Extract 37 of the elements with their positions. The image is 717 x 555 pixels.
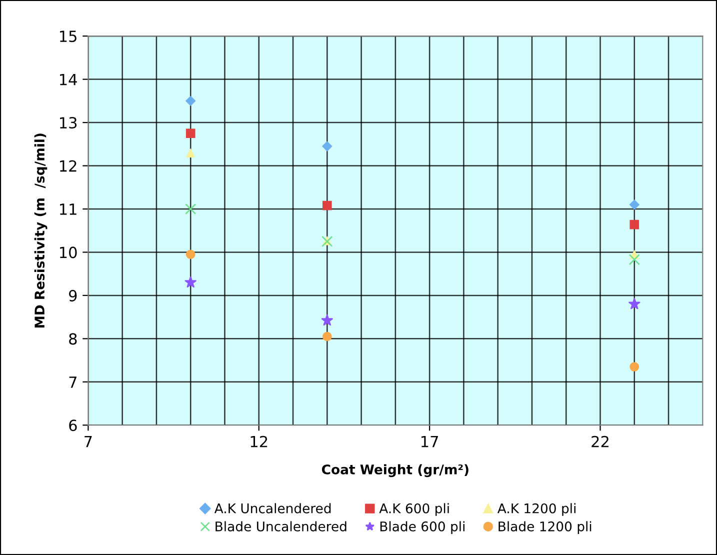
y-tick-label: 11 <box>60 204 76 215</box>
y-axis-title: MD Resistivity (m /sq/mil) <box>34 134 48 328</box>
point <box>322 200 332 210</box>
y-tick-label: 14 <box>60 74 77 86</box>
point <box>628 298 640 310</box>
point <box>629 199 640 210</box>
x-tick-label: 7 <box>84 436 92 448</box>
point <box>321 314 333 326</box>
y-tick-label: 6 <box>69 420 77 432</box>
legend-label: Blade 600 pli <box>380 521 464 534</box>
y-tick-label: 8 <box>69 333 77 345</box>
y-tick-label: 15 <box>60 30 76 42</box>
legend-label: A.K Uncalendered <box>214 503 331 514</box>
point <box>628 254 640 266</box>
point <box>185 96 196 106</box>
y-tick-label: 7 <box>69 376 76 388</box>
legend-label: Blade Uncalendered <box>216 521 346 532</box>
point <box>630 362 640 372</box>
point <box>186 128 196 138</box>
x-tick-label: 12 <box>250 436 268 448</box>
x-tick-label: 17 <box>422 436 438 448</box>
legend-label: Blade 1200 pli <box>498 521 592 534</box>
point <box>630 220 640 230</box>
legend-label: A.K 600 pli <box>379 503 449 516</box>
x-axis-title: Coat Weight (gr/m²) <box>322 464 468 478</box>
point <box>184 276 196 288</box>
y-tick-label: 13 <box>60 116 77 129</box>
point <box>322 141 332 152</box>
y-tick-label: 10 <box>60 246 77 258</box>
y-tick-label: 9 <box>69 290 77 302</box>
point <box>186 148 196 158</box>
x-tick-label: 22 <box>592 436 608 448</box>
y-tick-label: 12 <box>60 160 76 172</box>
legend-label: A.K 1200 pli <box>497 503 576 516</box>
point <box>186 250 196 260</box>
point <box>322 332 332 342</box>
point <box>184 203 196 215</box>
